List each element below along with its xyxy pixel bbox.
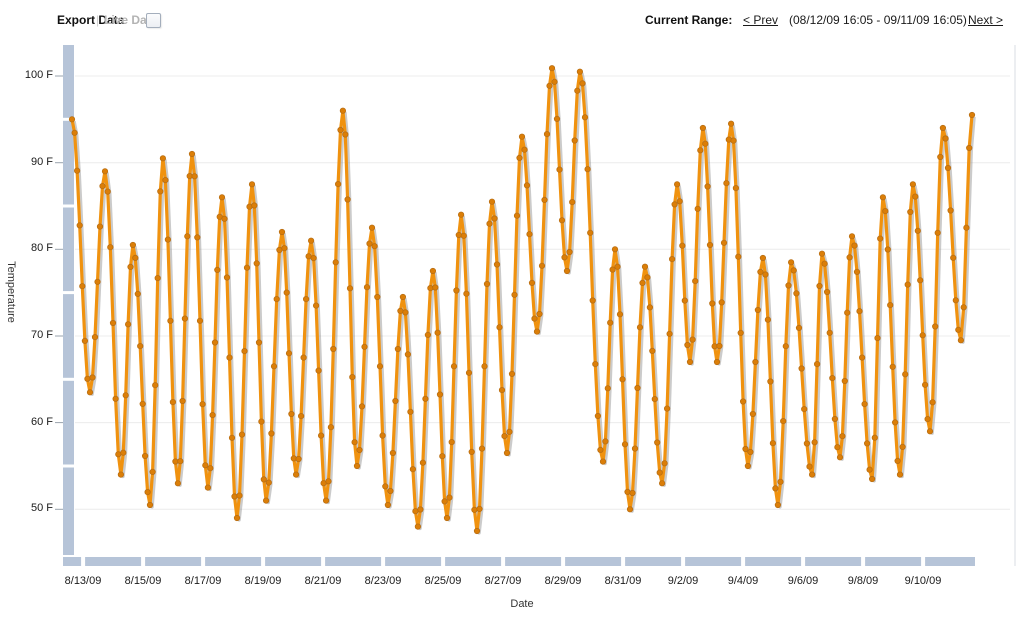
x-tick-label: 8/29/09 xyxy=(544,575,582,587)
live-data-checkbox[interactable] xyxy=(146,13,161,28)
x-tick-label: 8/27/09 xyxy=(484,575,522,587)
axis-bands xyxy=(55,45,975,566)
x-tick-label: 8/19/09 xyxy=(244,575,282,587)
y-axis-title: Temperature xyxy=(5,261,17,323)
x-axis-title: Date xyxy=(510,598,534,610)
y-tick-label: 60 F xyxy=(30,416,53,428)
x-tick-label: 8/25/09 xyxy=(424,575,462,587)
y-tick-label: 80 F xyxy=(30,242,53,254)
x-tick-label: 8/31/09 xyxy=(604,575,642,587)
x-tick-label: 9/2/09 xyxy=(667,575,699,587)
x-tick-label: 9/8/09 xyxy=(847,575,879,587)
x-tick-label: 8/15/09 xyxy=(124,575,162,587)
x-tick-label: 9/4/09 xyxy=(727,575,759,587)
x-tick-label: 8/21/09 xyxy=(304,575,342,587)
x-tick-label: 8/17/09 xyxy=(184,575,222,587)
header-separator: | xyxy=(96,13,100,27)
y-tick-label: 70 F xyxy=(30,329,53,341)
x-tick-label: 8/23/09 xyxy=(364,575,402,587)
data-point-markers xyxy=(68,65,976,535)
header-bar: Export Data | Live Data Current Range: <… xyxy=(0,0,1020,40)
prev-link[interactable]: < Prev xyxy=(743,13,779,27)
y-tick-label: 90 F xyxy=(30,156,53,168)
current-range-label: Current Range: xyxy=(645,13,733,27)
y-tick-label: 100 F xyxy=(24,69,53,81)
x-tick-label: 9/6/09 xyxy=(787,575,819,587)
export-data-button[interactable]: Export Data xyxy=(57,13,125,27)
y-tick-label: 50 F xyxy=(30,502,53,514)
next-link[interactable]: Next > xyxy=(968,13,1004,27)
live-data-label: Live Data xyxy=(104,13,158,27)
x-tick-label: 8/13/09 xyxy=(64,575,102,587)
x-tick-label: 9/10/09 xyxy=(904,575,942,587)
range-text: (08/12/09 16:05 - 09/11/09 16:05) xyxy=(789,13,967,27)
